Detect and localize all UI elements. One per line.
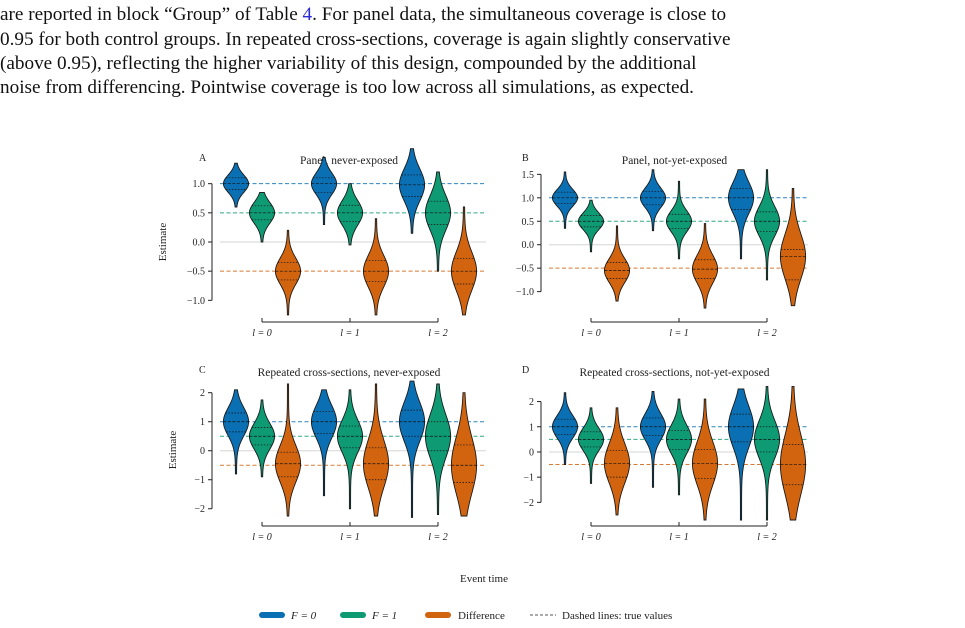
violin — [603, 407, 631, 516]
y-tick-label: 1.5 — [522, 170, 535, 181]
legend-swatch-diff — [425, 612, 451, 618]
x-tick-label: l = 2 — [757, 328, 777, 339]
violin — [665, 398, 693, 496]
y-tick-label: −0.5 — [187, 267, 205, 278]
violin — [753, 385, 781, 521]
violin — [691, 398, 719, 521]
violin — [336, 389, 364, 510]
violin — [398, 148, 426, 234]
legend: F = 0 F = 1 Difference Dashed lines: tru… — [259, 610, 672, 622]
legend-label-f0: F = 0 — [290, 610, 317, 622]
y-tick-label: 0.5 — [193, 208, 206, 219]
panel-title: Panel, not-yet-exposed — [622, 155, 728, 167]
legend-swatch-f0 — [259, 612, 285, 618]
violin — [274, 383, 302, 517]
y-tick-label: −2 — [194, 504, 205, 515]
violin — [310, 389, 338, 497]
violin — [362, 383, 390, 517]
y-tick-label: 2 — [529, 397, 534, 408]
x-axis-title: Event time — [460, 573, 508, 585]
paragraph-line-1: are reported in block “Group” of Table 4… — [0, 3, 726, 27]
x-tick-label: l = 0 — [581, 328, 601, 339]
violin — [639, 391, 667, 488]
legend-label-dashed: Dashed lines: true values — [562, 610, 672, 622]
violin — [274, 229, 302, 316]
violin — [336, 183, 364, 246]
y-tick-label: 1 — [529, 422, 534, 433]
violin — [450, 392, 478, 517]
x-tick-label: l = 1 — [340, 532, 360, 543]
x-tick-label: l = 2 — [428, 532, 448, 543]
panel-letter: C — [199, 365, 206, 376]
paragraph-line-4: noise from differencing. Pointwise cover… — [0, 77, 694, 98]
violin — [779, 385, 807, 521]
paragraph-line-2: 0.95 for both control groups. In repeate… — [0, 29, 731, 50]
y-tick-label: 0 — [529, 447, 534, 458]
panel-letter: B — [522, 153, 529, 164]
violin — [753, 169, 781, 281]
violin — [577, 199, 605, 253]
violin — [551, 392, 579, 466]
y-tick-label: 0.5 — [522, 217, 535, 228]
y-tick-label: −0.5 — [516, 264, 534, 275]
x-tick-label: l = 2 — [428, 328, 448, 339]
violin — [424, 383, 452, 516]
violin — [450, 206, 478, 316]
y-tick-label: 0.0 — [193, 238, 206, 249]
legend-label-diff: Difference — [458, 610, 505, 622]
violin — [779, 187, 807, 307]
x-tick-label: l = 0 — [581, 532, 601, 543]
violin — [665, 180, 693, 260]
y-axis-label: Estimate — [157, 223, 169, 262]
violin — [577, 407, 605, 484]
y-tick-label: −1.0 — [187, 296, 205, 307]
table-reference-link[interactable]: 4 — [302, 4, 313, 25]
violin — [727, 169, 755, 260]
panel-letter: D — [522, 365, 529, 376]
violin — [727, 388, 755, 521]
violin — [248, 191, 276, 243]
violin — [362, 218, 390, 316]
y-tick-label: 0.0 — [522, 240, 535, 251]
panel-a: −1.0 −0.5 0.0 0.5 1.0 Estimate A Panel, never-e… — [157, 148, 486, 339]
y-tick-label: −2 — [523, 498, 534, 509]
x-tick-label: l = 1 — [669, 532, 689, 543]
violin — [310, 156, 338, 225]
x-tick-label: l = 0 — [252, 328, 272, 339]
paragraph-line-3: (above 0.95), reflecting the higher vari… — [0, 53, 697, 74]
panel-title: Repeated cross-sections, not-yet-exposed — [579, 367, 769, 379]
paragraph-text: . For panel data, the simultaneous cover… — [312, 4, 727, 25]
y-tick-label: −1 — [194, 475, 205, 486]
panel-letter: A — [199, 153, 207, 164]
x-tick-label: l = 1 — [340, 328, 360, 339]
y-tick-label: −1 — [523, 473, 534, 484]
violin — [691, 223, 719, 309]
y-tick-label: −1.0 — [516, 287, 534, 298]
panel-d: −2 −1 0 1 2 D Repeated cross-sections, not-yet… — [522, 365, 808, 543]
paragraph-text: are reported in block “Group” of Table — [0, 4, 303, 25]
y-tick-label: 1.0 — [193, 179, 206, 190]
violin — [639, 169, 667, 232]
x-tick-label: l = 2 — [757, 532, 777, 543]
panel-c: −2 −1 0 1 2 Estimate C Repeated cross-sections,… — [167, 365, 486, 543]
violin — [424, 171, 452, 272]
panel-b: −1.0 −0.5 0.0 0.5 1.0 1.5 B Panel, not-yet-expo… — [516, 153, 808, 339]
violin — [603, 225, 631, 302]
y-tick-label: 1.0 — [522, 193, 535, 204]
violin — [222, 162, 250, 208]
x-tick-label: l = 0 — [252, 532, 272, 543]
violin — [551, 171, 579, 229]
x-tick-label: l = 1 — [669, 328, 689, 339]
violin — [248, 399, 276, 478]
legend-label-f1: F = 1 — [371, 610, 397, 622]
legend-swatch-f1 — [340, 612, 366, 618]
panel-title: Repeated cross-sections, never-exposed — [258, 367, 441, 379]
y-tick-label: 2 — [200, 388, 205, 399]
y-tick-label: 0 — [200, 446, 205, 457]
panel-title: Panel, never-exposed — [300, 155, 398, 167]
y-axis-label: Estimate — [167, 431, 179, 470]
y-tick-label: 1 — [200, 417, 205, 428]
violin — [398, 380, 426, 518]
